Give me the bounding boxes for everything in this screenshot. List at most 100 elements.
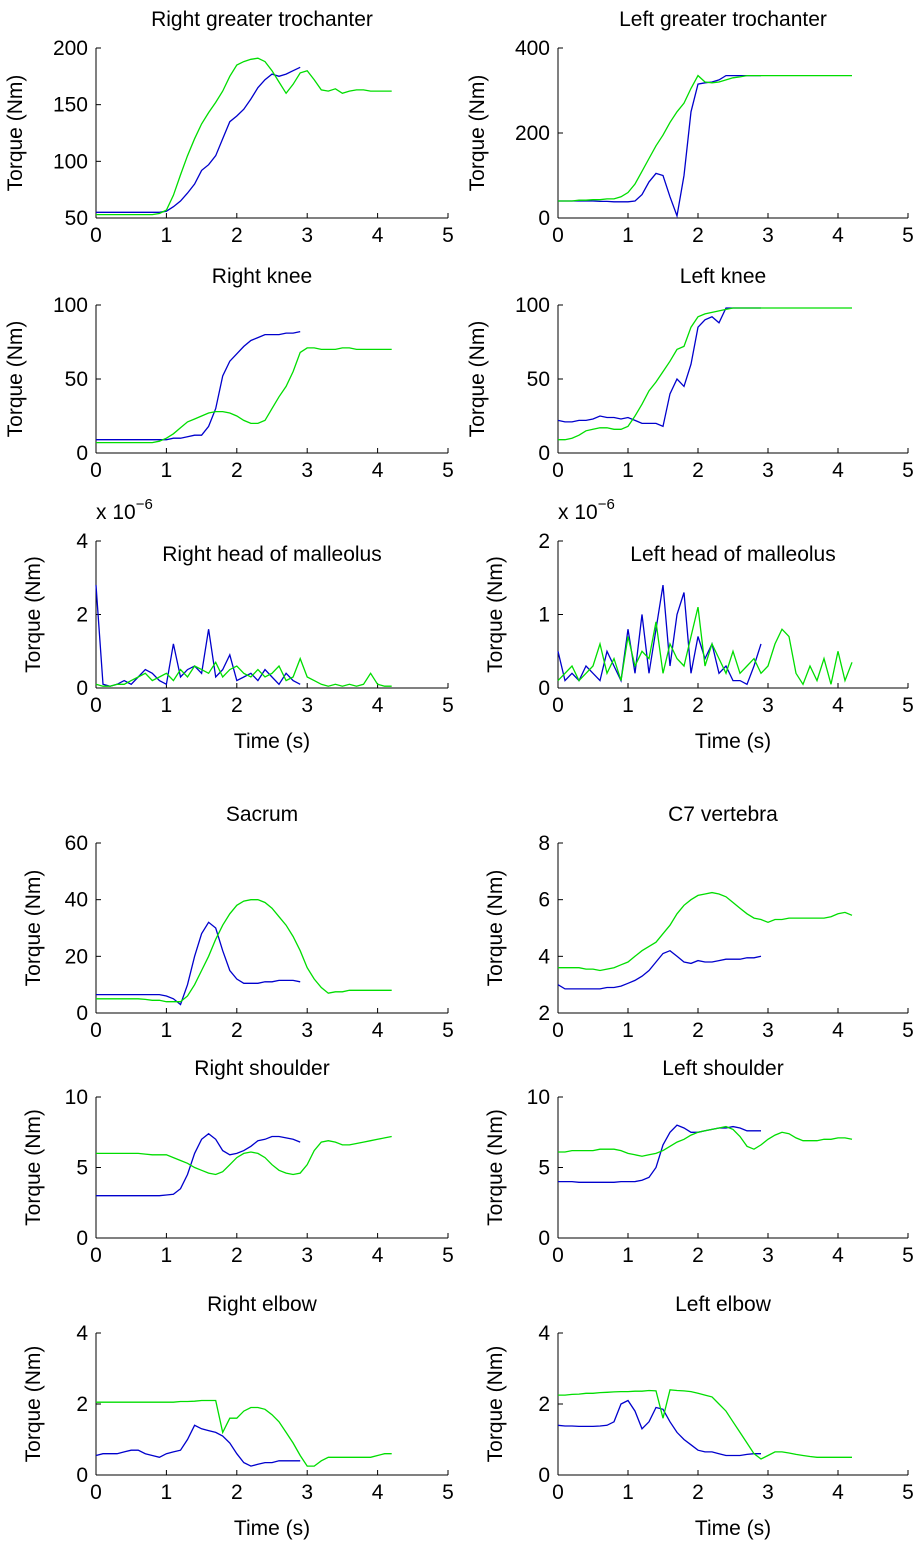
subplot-title: Left greater trochanter <box>619 8 827 31</box>
y-tick-label: 200 <box>515 122 550 145</box>
y-tick-label: 20 <box>65 945 88 968</box>
y-tick-label: 0 <box>76 1002 88 1025</box>
x-tick-label: 4 <box>372 1019 384 1042</box>
series-line <box>558 891 853 972</box>
series-line <box>558 1125 853 1157</box>
x-tick-label: 4 <box>372 1481 384 1504</box>
series-line <box>558 1389 852 1460</box>
x-tick-label: 4 <box>832 459 844 482</box>
y-tick-label: 0 <box>76 442 88 465</box>
x-tick-label: 2 <box>692 1244 704 1267</box>
x-tick-label: 5 <box>902 224 914 247</box>
y-tick-label: 2 <box>76 604 88 627</box>
subplot-title: Right elbow <box>207 1293 318 1316</box>
series-line <box>96 57 392 216</box>
y-tick-label: 1 <box>538 604 550 627</box>
x-tick-label: 3 <box>301 1019 313 1042</box>
y-tick-label: 0 <box>538 1464 550 1487</box>
x-tick-label: 0 <box>552 1244 564 1267</box>
x-tick-label: 0 <box>552 224 564 247</box>
series-line <box>95 656 392 687</box>
series-line <box>96 1132 301 1197</box>
x-tick-label: 1 <box>622 1481 634 1504</box>
x-tick-label: 4 <box>372 1244 384 1267</box>
x-tick-label: 2 <box>692 694 704 717</box>
x-tick-label: 5 <box>442 224 454 247</box>
multiplier-base: x 10 <box>96 501 136 524</box>
x-tick-label: 5 <box>902 459 914 482</box>
x-tick-label: 4 <box>832 1244 844 1267</box>
y-tick-label: 50 <box>527 368 550 391</box>
x-tick-label: 3 <box>762 459 774 482</box>
x-tick-label: 5 <box>902 1244 914 1267</box>
x-tick-label: 2 <box>231 224 243 247</box>
series-line <box>96 330 301 441</box>
y-axis-label: Torque (Nm) <box>484 1109 507 1226</box>
x-tick-label: 3 <box>762 694 774 717</box>
subplot-title: Right knee <box>212 265 312 288</box>
series-line <box>96 899 392 1003</box>
y-axis-label: Torque (Nm) <box>466 321 489 438</box>
y-axis-label: Torque (Nm) <box>22 556 45 673</box>
series-line <box>96 921 301 1006</box>
y-tick-label: 5 <box>76 1157 88 1180</box>
y-axis-label: Torque (Nm) <box>484 1346 507 1463</box>
x-tick-label: 2 <box>231 1244 243 1267</box>
x-tick-label: 1 <box>622 694 634 717</box>
y-tick-label: 40 <box>65 889 88 912</box>
x-tick-label: 1 <box>161 224 173 247</box>
series-line <box>558 307 852 441</box>
y-axis-label: Torque (Nm) <box>484 870 507 987</box>
x-tick-label: 4 <box>832 1481 844 1504</box>
y-tick-label: 2 <box>538 1002 550 1025</box>
x-tick-label: 4 <box>372 459 384 482</box>
y-tick-label: 10 <box>65 1086 88 1109</box>
subplot: 0 1 2 3 4 5 0 5 10 Left shoulder Torque (Nm) <box>484 1057 914 1267</box>
series-line <box>557 307 761 428</box>
subplot: 0 1 2 3 4 5 0 2 4 Right head of malleolus Torque (… <box>22 496 454 753</box>
series-line <box>96 1399 392 1467</box>
x-tick-label: 5 <box>442 1481 454 1504</box>
y-tick-label: 200 <box>53 37 88 60</box>
x-tick-label: 5 <box>902 1481 914 1504</box>
x-tick-label: 5 <box>442 694 454 717</box>
y-tick-label: 400 <box>515 37 550 60</box>
x-tick-label: 5 <box>442 1019 454 1042</box>
x-tick-label: 1 <box>622 224 634 247</box>
y-tick-label: 10 <box>527 1086 550 1109</box>
y-tick-label: 100 <box>515 294 550 317</box>
subplot: 0 1 2 3 4 5 0 20 40 60 Sacrum Torque (Nm) <box>22 803 454 1042</box>
x-tick-label: 1 <box>161 694 173 717</box>
y-axis-label: Torque (Nm) <box>22 1109 45 1226</box>
x-tick-label: 4 <box>832 224 844 247</box>
y-tick-label: 0 <box>76 1464 88 1487</box>
x-tick-label: 3 <box>762 224 774 247</box>
x-tick-label: 2 <box>692 224 704 247</box>
multiplier-base: x 10 <box>558 501 598 524</box>
series-line <box>557 584 762 686</box>
y-tick-label: 60 <box>65 832 88 855</box>
series-line <box>95 1424 301 1467</box>
series-line <box>96 347 392 444</box>
x-axis-label: Time (s) <box>234 730 310 753</box>
x-tick-label: 0 <box>552 1481 564 1504</box>
subplot: 0 1 2 3 4 5 2 4 6 8 C7 vertebra Torque (Nm) <box>484 803 914 1042</box>
x-tick-label: 2 <box>231 1019 243 1042</box>
y-tick-label: 2 <box>538 1393 550 1416</box>
x-tick-label: 0 <box>90 459 102 482</box>
y-axis-label: Torque (Nm) <box>4 321 27 438</box>
x-tick-label: 1 <box>161 1244 173 1267</box>
x-tick-label: 4 <box>372 224 384 247</box>
x-tick-label: 3 <box>762 1019 774 1042</box>
subplot: 0 1 2 3 4 5 0 2 4 Right elbow Torque (Nm) Time (s) <box>22 1293 454 1540</box>
series-line <box>95 585 301 687</box>
y-multiplier: x 10−6 <box>96 496 153 524</box>
subplot: 0 1 2 3 4 5 0 5 10 Right shoulder Torque (Nm) <box>22 1057 454 1267</box>
x-tick-label: 0 <box>552 459 564 482</box>
x-tick-label: 0 <box>90 694 102 717</box>
y-tick-label: 0 <box>538 1227 550 1250</box>
x-tick-label: 1 <box>161 459 173 482</box>
